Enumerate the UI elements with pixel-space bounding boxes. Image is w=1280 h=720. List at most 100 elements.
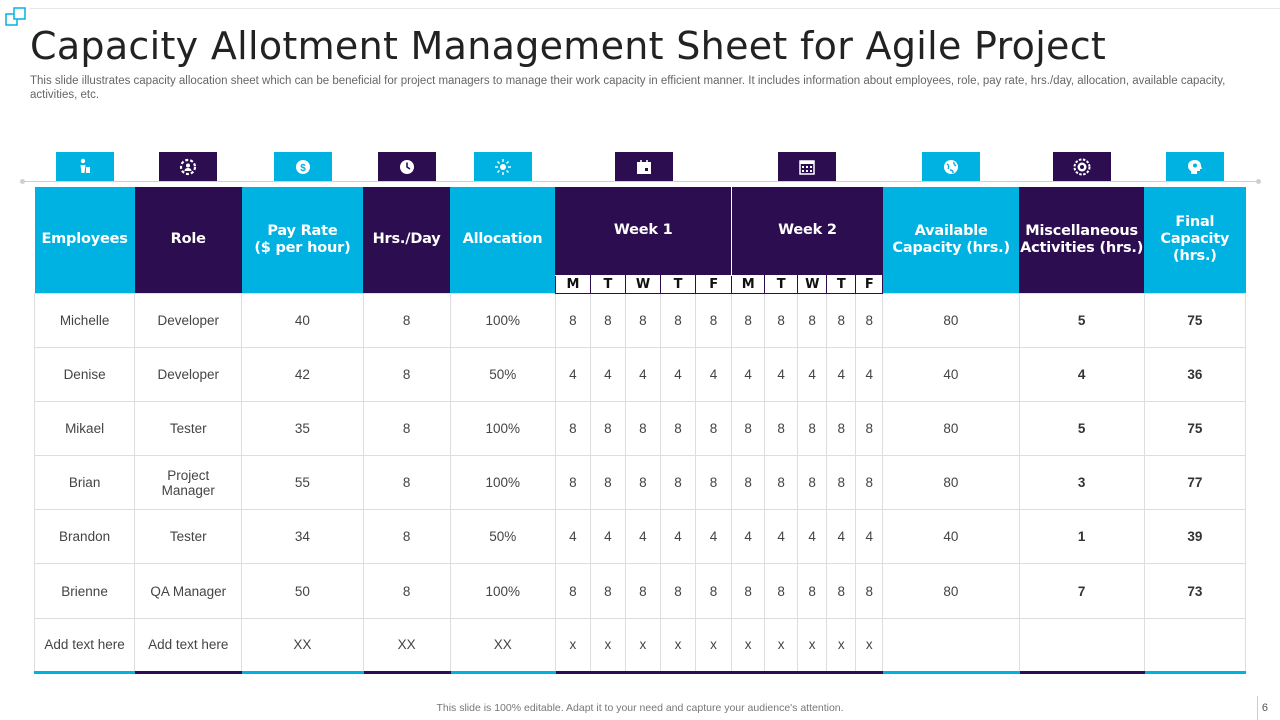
header-week-1: Week 1: [555, 187, 733, 275]
cell-week2-day: 8: [826, 455, 857, 511]
table-row: Brienne QA Manager 50 8 100% 8 8 8 8 8 8 8 8 8 8 80 7 73: [33, 563, 1247, 619]
cell-available-capacity: 80: [882, 455, 1020, 511]
table-row: Brandon Tester 34 8 50% 4 4 4 4 4 4 4 4 4 4 40 1 39: [33, 509, 1247, 565]
cell-allocation: 100%: [449, 400, 556, 457]
cell-final-capacity: 75: [1143, 400, 1247, 457]
cell-week2-day: 8: [797, 400, 828, 457]
header-week-2: Week 2: [731, 187, 883, 275]
cell-week2-day: x: [731, 617, 766, 674]
clock-icon: [378, 152, 436, 181]
cell-week1-day: 8: [554, 400, 591, 457]
cell-week2-day: 8: [826, 400, 857, 457]
globe-icon: [922, 152, 980, 181]
cell-week2-day: 4: [826, 509, 857, 565]
cell-week2-day: 4: [797, 346, 828, 402]
cell-week2-day: 8: [855, 292, 884, 348]
table-row: Mikael Tester 35 8 100% 8 8 8 8 8 8 8 8 8 8 80 5 75: [33, 400, 1247, 457]
cell-week1-day: 4: [694, 346, 733, 402]
cell-week1-day: 8: [554, 563, 591, 619]
page-number: 6: [1261, 702, 1268, 714]
gear-person-icon: [159, 152, 217, 181]
cell-hrs-day: XX: [362, 617, 451, 674]
cell-week1-day: 4: [589, 346, 626, 402]
day-header: T: [826, 274, 857, 294]
cell-week1-day: 8: [694, 455, 733, 511]
header-role: Role: [134, 187, 242, 293]
header-misc-activities: Miscellaneous Activities (hrs.): [1019, 187, 1145, 293]
day-header: F: [855, 274, 884, 294]
cell-week1-day: 4: [554, 346, 591, 402]
cell-employee: Mikael: [33, 400, 136, 457]
cell-week2-day: 4: [764, 509, 799, 565]
cell-pay-rate: 55: [241, 455, 364, 511]
cell-week2-day: 8: [764, 292, 799, 348]
cell-week2-day: 8: [797, 455, 828, 511]
day-header: M: [731, 274, 766, 294]
cell-week2-day: 8: [797, 563, 828, 619]
cell-week1-day: x: [624, 617, 661, 674]
cell-pay-rate: 50: [241, 563, 364, 619]
badge-gear-icon: [1053, 152, 1111, 181]
cell-available-capacity: 80: [882, 292, 1020, 348]
cell-week2-day: 4: [731, 346, 766, 402]
capacity-table: Employees Role Pay Rate ($ per hour) Hrs…: [33, 187, 1247, 674]
cell-employee: Brandon: [33, 509, 136, 565]
cell-week2-day: 4: [826, 346, 857, 402]
cell-final-capacity: [1143, 617, 1247, 674]
cell-week2-day: 8: [731, 455, 766, 511]
icon-baseline: [20, 179, 1261, 184]
calendar-grid-icon: [778, 152, 836, 181]
cell-week2-day: 8: [826, 292, 857, 348]
top-divider: [30, 8, 1280, 9]
corner-logo-icon: [5, 7, 26, 26]
table-row: Brian Project Manager 55 8 100% 8 8 8 8 8 8 8 8 8 8 80 3…: [33, 455, 1247, 511]
cell-week2-day: x: [797, 617, 828, 674]
cell-week2-day: 4: [855, 509, 884, 565]
cell-week1-day: 8: [659, 400, 697, 457]
header-pay-rate: Pay Rate ($ per hour): [241, 187, 364, 293]
cell-role: Add text here: [134, 617, 243, 674]
cell-week1-day: 8: [659, 563, 697, 619]
cell-pay-rate: 40: [241, 292, 364, 348]
cell-week2-day: 8: [764, 400, 799, 457]
cell-available-capacity: [882, 617, 1020, 674]
cell-allocation: 100%: [449, 563, 556, 619]
day-header: F: [694, 274, 733, 294]
cell-hrs-day: 8: [362, 400, 451, 457]
cell-final-capacity: 39: [1143, 509, 1247, 565]
cell-available-capacity: 80: [882, 400, 1020, 457]
cell-week2-day: 8: [731, 400, 766, 457]
cell-week1-day: 8: [589, 400, 626, 457]
cell-week2-day: x: [826, 617, 857, 674]
cell-week1-day: x: [589, 617, 626, 674]
cell-week1-day: 8: [694, 563, 733, 619]
cell-final-capacity: 73: [1143, 563, 1247, 619]
cell-role: Project Manager: [134, 455, 243, 511]
day-header: W: [624, 274, 661, 294]
cell-week1-day: 8: [589, 455, 626, 511]
cell-misc-activities: 5: [1018, 292, 1145, 348]
cell-hrs-day: 8: [362, 563, 451, 619]
cell-week2-day: 8: [731, 292, 766, 348]
sun-network-icon: [474, 152, 532, 181]
slide-title: Capacity Allotment Management Sheet for …: [30, 24, 1107, 68]
cell-week1-day: 4: [624, 509, 661, 565]
cell-role: Tester: [134, 509, 243, 565]
cell-allocation: 50%: [449, 346, 556, 402]
cell-week2-day: 8: [855, 563, 884, 619]
cell-week1-day: 8: [589, 292, 626, 348]
cell-hrs-day: 8: [362, 346, 451, 402]
cell-week1-day: x: [659, 617, 697, 674]
cell-week2-day: 8: [764, 455, 799, 511]
cell-final-capacity: 75: [1143, 292, 1247, 348]
cell-pay-rate: XX: [241, 617, 364, 674]
slide-subtitle: This slide illustrates capacity allocati…: [30, 75, 1226, 101]
table-row: Add text here Add text here XX XX XX x x x x x x x x…: [33, 617, 1247, 674]
cell-week2-day: 4: [855, 346, 884, 402]
cell-role: Developer: [134, 346, 243, 402]
cell-employee: Michelle: [33, 292, 136, 348]
cell-week1-day: 4: [659, 509, 697, 565]
cell-week1-day: 8: [624, 455, 661, 511]
table-row: Michelle Developer 40 8 100% 8 8 8 8 8 8 8 8 8 8 80 5 75: [33, 292, 1247, 348]
cell-week1-day: x: [554, 617, 591, 674]
